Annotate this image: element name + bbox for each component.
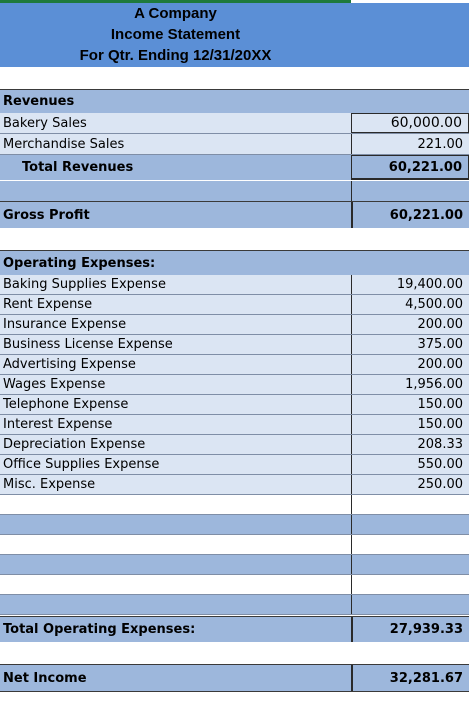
expense-label: Baking Supplies Expense [3,277,166,292]
blank-row [0,642,469,664]
expense-row[interactable]: Wages Expense 1,956.00 [0,375,469,395]
gross-profit-value: 60,221.00 [351,202,469,228]
total-operating-expenses-label: Total Operating Expenses: [3,622,196,637]
expense-value: 208.33 [351,435,469,454]
empty-cell[interactable] [0,575,351,594]
company-name: A Company [134,5,217,22]
gross-profit-label: Gross Profit [3,207,90,223]
empty-cell[interactable] [351,595,469,614]
expense-label: Depreciation Expense [3,437,146,452]
empty-cell[interactable] [351,495,469,514]
expense-value: 550.00 [351,455,469,474]
net-income-label: Net Income [3,670,87,686]
expense-value: 150.00 [351,415,469,434]
expense-row[interactable]: Insurance Expense 200.00 [0,315,469,335]
expense-row[interactable]: Interest Expense 150.00 [0,415,469,435]
empty-cell[interactable] [0,595,351,614]
expense-label: Interest Expense [3,417,113,432]
expense-row[interactable]: Misc. Expense 250.00 [0,475,469,495]
expense-value: 19,400.00 [351,275,469,294]
top-accent-bar [0,0,469,3]
empty-cell[interactable] [351,555,469,574]
expense-value: 200.00 [351,315,469,334]
total-operating-expenses-row[interactable]: Total Operating Expenses: 27,939.33 [0,616,469,643]
expense-label: Advertising Expense [3,357,136,372]
revenue-value: 60,000.00 [351,113,469,133]
expense-value: 250.00 [351,475,469,494]
empty-row[interactable] [0,495,469,515]
blank-row [0,181,469,201]
empty-row[interactable] [0,595,469,615]
revenue-label: Bakery Sales [3,115,87,131]
expense-row[interactable]: Advertising Expense 200.00 [0,355,469,375]
expense-value: 4,500.00 [351,295,469,314]
expense-value: 375.00 [351,335,469,354]
expense-row[interactable]: Rent Expense 4,500.00 [0,295,469,315]
operating-expenses-heading-row[interactable]: Operating Expenses: [0,250,469,275]
empty-cell[interactable] [0,515,351,534]
gross-profit-row[interactable]: Gross Profit 60,221.00 [0,201,469,229]
statement-title: Income Statement [110,26,241,43]
empty-cell[interactable] [0,535,351,554]
expense-row[interactable]: Business License Expense 375.00 [0,335,469,355]
empty-row[interactable] [0,535,469,555]
net-income-value: 32,281.67 [351,665,469,691]
expense-label: Rent Expense [3,297,93,312]
total-revenues-row[interactable]: Total Revenues 60,221.00 [0,155,469,180]
revenue-value: 221.00 [351,134,469,154]
empty-cell[interactable] [351,575,469,594]
expense-row[interactable]: Telephone Expense 150.00 [0,395,469,415]
empty-row[interactable] [0,555,469,575]
total-revenues-value: 60,221.00 [351,155,469,180]
expense-value: 1,956.00 [351,375,469,394]
expense-label: Business License Expense [3,337,173,352]
blank-row [0,228,469,250]
expense-label: Office Supplies Expense [3,457,160,472]
statement-period: For Qtr. Ending 12/31/20XX [79,47,272,64]
expense-row[interactable]: Office Supplies Expense 550.00 [0,455,469,475]
expense-label: Insurance Expense [3,317,127,332]
expense-label: Wages Expense [3,377,106,392]
revenue-row[interactable]: Merchandise Sales 221.00 [0,134,469,155]
total-operating-expenses-value: 27,939.33 [351,617,469,642]
empty-row[interactable] [0,515,469,535]
empty-cell[interactable] [351,515,469,534]
expense-value: 200.00 [351,355,469,374]
empty-cell[interactable] [0,495,351,514]
expense-row[interactable]: Depreciation Expense 208.33 [0,435,469,455]
expense-row[interactable]: Baking Supplies Expense 19,400.00 [0,275,469,295]
empty-row[interactable] [0,575,469,595]
revenue-row[interactable]: Bakery Sales 60,000.00 [0,113,469,134]
expense-value: 150.00 [351,395,469,414]
expense-label: Misc. Expense [3,477,96,492]
statement-header: A Company Income Statement For Qtr. Endi… [0,3,469,67]
revenues-heading-row[interactable]: Revenues [0,89,469,113]
revenue-label: Merchandise Sales [3,136,125,152]
operating-expenses-heading: Operating Expenses: [3,255,156,271]
blank-row [0,67,469,89]
net-income-row[interactable]: Net Income 32,281.67 [0,664,469,692]
empty-cell[interactable] [351,535,469,554]
total-revenues-label: Total Revenues [22,160,134,175]
empty-cell[interactable] [0,555,351,574]
expense-label: Telephone Expense [3,397,129,412]
revenues-heading: Revenues [3,94,75,109]
